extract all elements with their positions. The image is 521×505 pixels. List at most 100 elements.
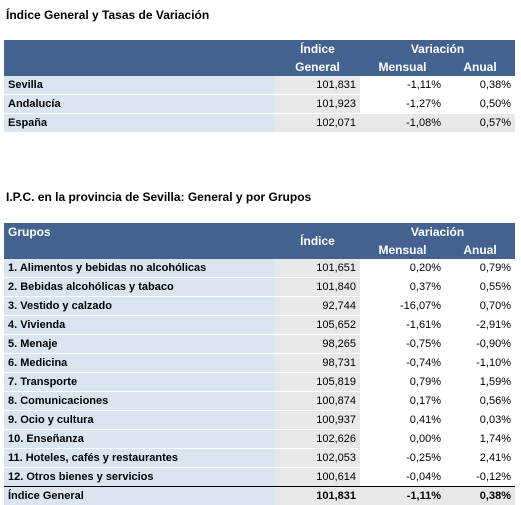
header-anual: Anual	[463, 60, 497, 74]
row-anual: 0,70%	[445, 297, 515, 316]
header-grupos: Grupos	[8, 225, 51, 239]
header-variacion: Variación	[410, 42, 465, 56]
table-row: 2. Bebidas alcohólicas y tabaco 101,840 0,…	[4, 278, 515, 297]
row-anual: 0,50%	[445, 95, 515, 114]
row-mensual: -1,11%	[360, 76, 445, 95]
row-name: 12. Otros bienes y servicios	[4, 468, 275, 486]
table2-header-row-1: Grupos Índice Variación	[4, 223, 515, 248]
row-name: 11. Hoteles, cafés y restaurantes	[4, 449, 275, 468]
row-anual: 0,03%	[445, 411, 515, 430]
table-row: 7. Transporte 105,819 0,79% 1,59%	[4, 373, 515, 392]
header-anual: Anual	[463, 243, 497, 257]
row-mensual: 0,37%	[360, 278, 445, 297]
row-name: 7. Transporte	[4, 373, 275, 392]
row-mensual: 0,17%	[360, 392, 445, 411]
table-row: Sevilla 101,831 -1,11% 0,38%	[4, 76, 515, 95]
row-name: España	[4, 114, 275, 132]
row-name: Andalucía	[4, 95, 275, 114]
row-name: 4. Vivienda	[4, 316, 275, 335]
table-row: 9. Ocio y cultura 100,937 0,41% 0,03%	[4, 411, 515, 430]
header-indice: Índice	[300, 234, 335, 248]
row-indice: 98,265	[275, 335, 360, 354]
row-indice: 100,614	[275, 468, 360, 486]
row-indice: 101,840	[275, 278, 360, 297]
row-indice: 100,874	[275, 392, 360, 411]
total-indice: 101,831	[275, 486, 360, 505]
header-mensual: Mensual	[378, 243, 427, 257]
total-mensual: -1,11%	[360, 486, 445, 505]
row-mensual: -0,04%	[360, 468, 445, 486]
total-name: Índice General	[4, 486, 275, 505]
row-anual: -0,12%	[445, 468, 515, 486]
total-anual: 0,38%	[445, 486, 515, 505]
row-name: 8. Comunicaciones	[4, 392, 275, 411]
table-row: 3. Vestido y calzado 92,744 -16,07% 0,70%	[4, 297, 515, 316]
row-anual: 1,74%	[445, 430, 515, 449]
row-mensual: 0,00%	[360, 430, 445, 449]
row-anual: 2,41%	[445, 449, 515, 468]
table1-header-blank-2	[4, 58, 275, 76]
row-name: 9. Ocio y cultura	[4, 411, 275, 430]
row-indice: 105,819	[275, 373, 360, 392]
groups-table: Grupos Índice Variación Mensual Anual 1.…	[4, 223, 515, 505]
header-mensual: Mensual	[378, 60, 427, 74]
row-anual: -0,90%	[445, 335, 515, 354]
table1-header-row-1: Índice Variación	[4, 40, 515, 58]
header-indice-line1: Índice	[300, 42, 335, 56]
section1-title: Índice General y Tasas de Variación	[6, 8, 210, 22]
row-indice: 101,831	[275, 76, 360, 95]
row-indice: 101,651	[275, 259, 360, 278]
row-anual: 0,57%	[445, 114, 515, 132]
row-name: Sevilla	[4, 76, 275, 95]
row-mensual: -1,61%	[360, 316, 445, 335]
row-anual: 0,55%	[445, 278, 515, 297]
row-mensual: 0,79%	[360, 373, 445, 392]
row-anual: 0,38%	[445, 76, 515, 95]
row-mensual: -1,27%	[360, 95, 445, 114]
row-name: 5. Menaje	[4, 335, 275, 354]
row-indice: 98,731	[275, 354, 360, 373]
header-indice-line2: General	[295, 60, 340, 74]
table2-header-blank	[4, 241, 275, 259]
row-indice: 102,071	[275, 114, 360, 132]
row-name: 2. Bebidas alcohólicas y tabaco	[4, 278, 275, 297]
row-mensual: 0,20%	[360, 259, 445, 278]
table-row: 6. Medicina 98,731 -0,74% -1,10%	[4, 354, 515, 373]
table-row: España 102,071 -1,08% 0,57%	[4, 114, 515, 132]
section2-title: I.P.C. en la provincia de Sevilla: Gener…	[6, 190, 312, 204]
table-row: 4. Vivienda 105,652 -1,61% -2,91%	[4, 316, 515, 335]
row-indice: 101,923	[275, 95, 360, 114]
row-indice: 105,652	[275, 316, 360, 335]
row-anual: 0,79%	[445, 259, 515, 278]
row-mensual: -0,25%	[360, 449, 445, 468]
header-variacion: Variación	[410, 225, 465, 239]
row-name: 3. Vestido y calzado	[4, 297, 275, 316]
row-indice: 92,744	[275, 297, 360, 316]
row-mensual: 0,41%	[360, 411, 445, 430]
general-index-table: Índice Variación General Mensual Anual S…	[4, 40, 515, 132]
row-mensual: -1,08%	[360, 114, 445, 132]
row-anual: -2,91%	[445, 316, 515, 335]
row-indice: 102,626	[275, 430, 360, 449]
row-mensual: -0,74%	[360, 354, 445, 373]
table-row: 5. Menaje 98,265 -0,75% -0,90%	[4, 335, 515, 354]
table-row: 8. Comunicaciones 100,874 0,17% 0,56%	[4, 392, 515, 411]
row-mensual: -16,07%	[360, 297, 445, 316]
row-name: 1. Alimentos y bebidas no alcohólicas	[4, 259, 275, 278]
row-anual: 1,59%	[445, 373, 515, 392]
table2-header-row-2: Mensual Anual	[4, 241, 515, 259]
table-row: 11. Hoteles, cafés y restaurantes 102,053…	[4, 449, 515, 468]
total-row: Índice General 101,831 -1,11% 0,38%	[4, 486, 515, 505]
table-row: 10. Enseñanza 102,626 0,00% 1,74%	[4, 430, 515, 449]
row-anual: -1,10%	[445, 354, 515, 373]
table-row: Andalucía 101,923 -1,27% 0,50%	[4, 95, 515, 114]
row-indice: 102,053	[275, 449, 360, 468]
row-name: 6. Medicina	[4, 354, 275, 373]
row-name: 10. Enseñanza	[4, 430, 275, 449]
table-row: 12. Otros bienes y servicios 100,614 -0,04…	[4, 468, 515, 486]
table1-header-row-2: General Mensual Anual	[4, 58, 515, 76]
table1-header-blank	[4, 40, 275, 58]
row-mensual: -0,75%	[360, 335, 445, 354]
row-anual: 0,56%	[445, 392, 515, 411]
row-indice: 100,937	[275, 411, 360, 430]
